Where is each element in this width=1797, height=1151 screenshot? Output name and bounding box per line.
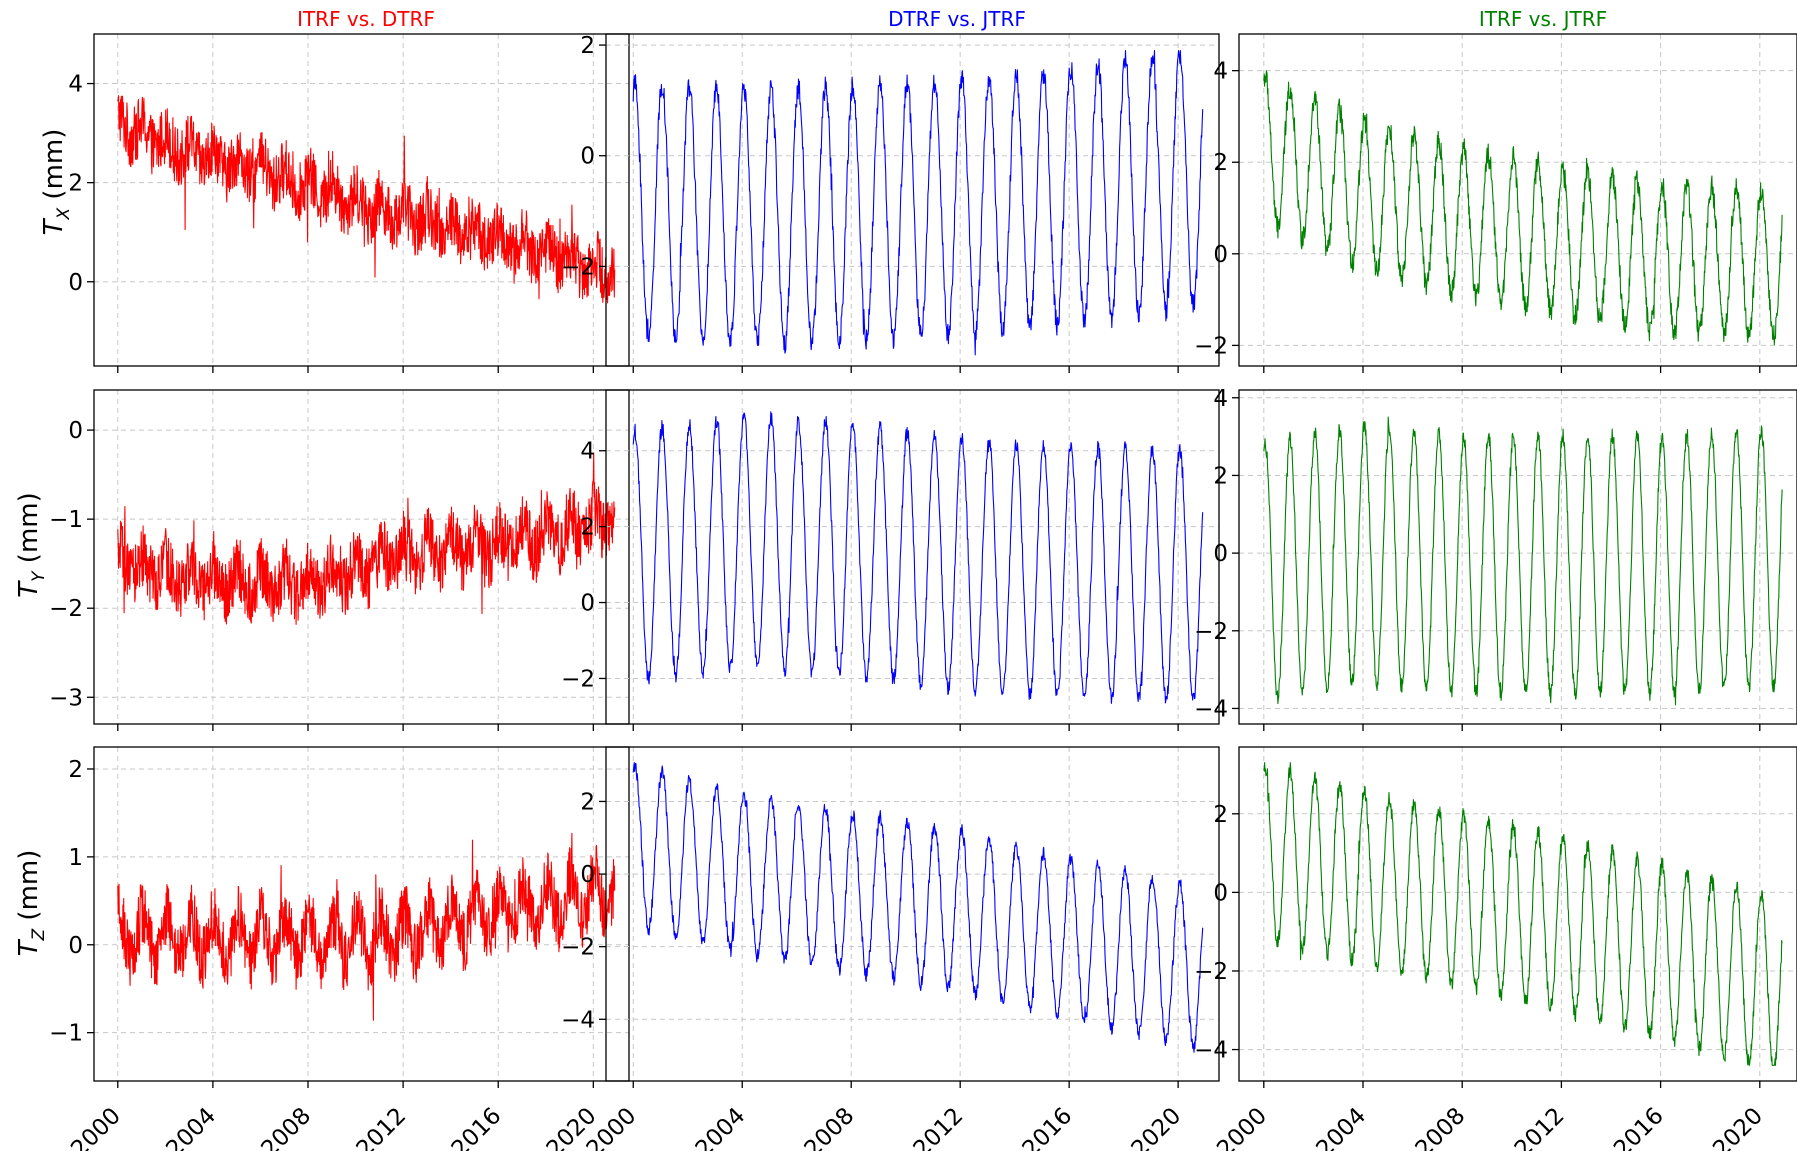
series-line xyxy=(632,50,1204,356)
x-tick-label: 2008 xyxy=(1411,1103,1471,1151)
x-tick-label: 2012 xyxy=(352,1103,412,1151)
panel-r3-c3: 2000 2004 2008 2012 2016 2020 −4 −2 0 2 xyxy=(1194,746,1797,1151)
x-tick-label: 2020 xyxy=(1127,1103,1187,1151)
y-tick-label: 0 xyxy=(1213,242,1228,268)
y-tick-label: 4 xyxy=(1213,59,1228,85)
panel-r1-c1: 0 2 4 xyxy=(68,33,630,373)
y-tick-label: 0 xyxy=(68,270,83,296)
ylabel-tx: TX (mm) xyxy=(39,129,74,236)
series-line xyxy=(1263,416,1783,706)
y-tick-label: −2 xyxy=(1194,333,1228,359)
y-tick-label: 2 xyxy=(580,33,595,59)
axes-frame xyxy=(93,746,630,1082)
y-tick-label: 1 xyxy=(68,845,83,871)
y-tick-label: 2 xyxy=(68,171,83,197)
y-tick-label: 0 xyxy=(580,144,595,170)
x-tick-label: 2020 xyxy=(1708,1103,1768,1151)
y-tick-label: 0 xyxy=(68,933,83,959)
axes-frame xyxy=(1238,746,1797,1082)
axes-frame xyxy=(605,33,1220,367)
y-tick-label: 4 xyxy=(580,439,595,465)
y-tick-label: −2 xyxy=(561,935,595,961)
column-title-1: ITRF vs. DTRF xyxy=(297,7,435,31)
column-title-3: ITRF vs. JTRF xyxy=(1479,7,1607,31)
y-tick-label: 2 xyxy=(580,515,595,541)
axes-frame xyxy=(1238,389,1797,725)
panel-r1-c3: −2 0 2 4 xyxy=(1194,33,1797,373)
x-tick-label: 2008 xyxy=(800,1103,860,1151)
x-tick-label: 2016 xyxy=(447,1103,507,1151)
y-tick-label: −4 xyxy=(561,1007,595,1033)
y-tick-label: −4 xyxy=(1194,1038,1228,1064)
y-tick-label: −1 xyxy=(49,1021,83,1047)
y-tick-label: −4 xyxy=(1194,696,1228,722)
axes-frame xyxy=(1238,33,1797,367)
axes-frame xyxy=(93,389,630,725)
y-tick-label: 2 xyxy=(580,789,595,815)
y-tick-label: −2 xyxy=(1194,619,1228,645)
panel-r2-c3: −4 −2 0 2 4 xyxy=(1194,386,1797,731)
axes-frame xyxy=(605,389,1220,725)
column-title-2: DTRF vs. JTRF xyxy=(888,7,1026,31)
y-tick-label: 0 xyxy=(580,591,595,617)
x-tick-label: 2004 xyxy=(161,1103,221,1151)
x-tick-label: 2016 xyxy=(1018,1103,1078,1151)
series-line xyxy=(632,762,1204,1053)
y-tick-label: −2 xyxy=(1194,959,1228,985)
x-tick-label: 2004 xyxy=(1311,1103,1371,1151)
x-tick-label: 2012 xyxy=(909,1103,969,1151)
y-tick-label: 4 xyxy=(1213,386,1228,412)
x-tick-label: 2000 xyxy=(1212,1103,1272,1151)
y-tick-label: −2 xyxy=(49,596,83,622)
panel-r2-c1: −3 −2 −1 0 xyxy=(49,389,630,731)
y-tick-label: 0 xyxy=(580,862,595,888)
series-line xyxy=(117,452,616,625)
y-tick-label: −3 xyxy=(49,685,83,711)
series-line xyxy=(632,411,1204,704)
y-tick-label: 4 xyxy=(68,72,83,98)
y-tick-label: −1 xyxy=(49,507,83,533)
series-line xyxy=(1263,70,1783,346)
y-tick-label: 2 xyxy=(1213,463,1228,489)
axes-frame xyxy=(93,33,630,367)
y-tick-label: 0 xyxy=(1213,541,1228,567)
x-tick-label: 2000 xyxy=(66,1103,126,1151)
y-tick-label: −2 xyxy=(561,666,595,692)
x-tick-label: 2012 xyxy=(1510,1103,1570,1151)
y-tick-label: 2 xyxy=(1213,802,1228,828)
panel-r1-c2: −2 0 2 xyxy=(561,33,1220,373)
series-line xyxy=(117,95,616,304)
ylabel-tz: TZ (mm) xyxy=(14,850,49,957)
x-tick-label: 2016 xyxy=(1609,1103,1669,1151)
ylabel-ty: TY (mm) xyxy=(14,492,49,598)
axes-frame xyxy=(605,746,1220,1082)
x-tick-label: 2008 xyxy=(256,1103,316,1151)
series-line xyxy=(117,832,616,1021)
series-line xyxy=(1263,762,1783,1066)
y-tick-label: −2 xyxy=(561,254,595,280)
y-tick-label: 0 xyxy=(68,418,83,444)
panel-r2-c2: −2 0 2 4 xyxy=(561,389,1220,731)
panel-r3-c2: 2000 2004 2008 2012 2016 2020−4−202 xyxy=(561,746,1220,1151)
y-tick-label: 0 xyxy=(1213,880,1228,906)
x-tick-label: 2004 xyxy=(691,1103,751,1151)
y-tick-label: 2 xyxy=(68,757,83,783)
y-tick-label: 2 xyxy=(1213,150,1228,176)
